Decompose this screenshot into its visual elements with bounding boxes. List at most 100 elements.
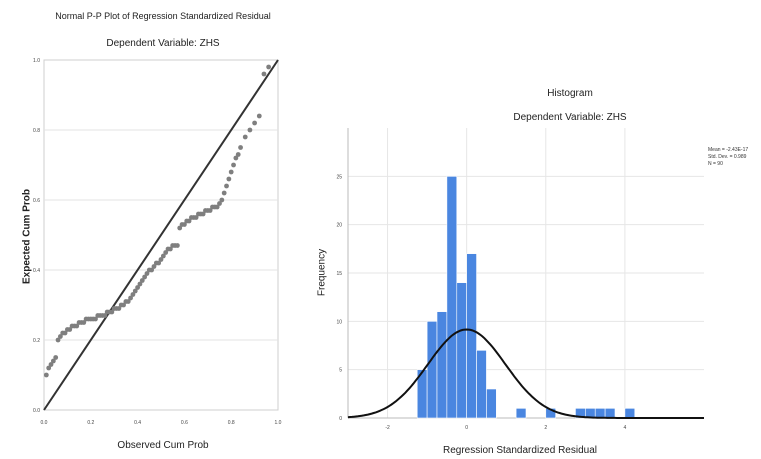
pp-point	[149, 267, 155, 273]
histogram-bar	[466, 253, 477, 419]
pp-point	[224, 183, 229, 189]
pp-point	[214, 204, 220, 210]
pp-x-tick-label: 0.0	[41, 420, 48, 426]
legend-std-dev: Std. Dev. = 0.989	[708, 154, 747, 160]
pp-x-tick-label: 0.2	[87, 420, 94, 426]
pp-y-tick-label: 0.6	[33, 198, 40, 204]
pp-x-tick-label: 0.4	[134, 420, 141, 426]
pp-point	[67, 327, 73, 332]
pp-point	[226, 176, 232, 182]
histogram-bar	[604, 408, 616, 419]
pp-y-tick-label: 0.8	[33, 128, 40, 134]
pp-point	[182, 222, 187, 227]
pp-point	[93, 316, 98, 322]
histogram-x-tick-label: 0	[465, 425, 468, 431]
pp-point	[116, 306, 122, 311]
pp-point	[247, 127, 253, 133]
pp-point	[151, 264, 157, 269]
histogram-bar	[476, 350, 487, 419]
pp-y-tick-label: 0.0	[33, 408, 40, 414]
histogram-bar	[486, 388, 497, 419]
histogram-y-tick-label: 15	[336, 271, 342, 277]
pp-point	[128, 295, 133, 301]
histogram-normal-curve	[347, 328, 704, 419]
pp-x-tick-label: 0.8	[228, 420, 235, 426]
pp-point	[102, 313, 108, 318]
pp-point	[186, 218, 192, 224]
legend-n: N = 90	[708, 161, 723, 167]
pp-point	[121, 302, 126, 308]
pp-point	[62, 330, 68, 336]
histogram-y-tick-label: 20	[336, 223, 342, 229]
pp-point	[135, 285, 141, 290]
pp-plot: 0.00.0 0.2 0.2 0.4 0.4 0.6 0.6 0.8 0.8 1.0 1.0	[33, 58, 282, 426]
pp-point	[200, 211, 206, 217]
pp-y-tick-label: 1.0	[33, 58, 40, 64]
histogram-bar	[594, 408, 606, 419]
histogram-x-tick-label: 4	[623, 425, 626, 431]
pp-point	[156, 260, 162, 266]
histogram-subtitle: Dependent Variable: ZHS	[513, 112, 627, 123]
pp-point	[228, 169, 234, 175]
pp-point	[221, 190, 227, 196]
pp-point	[46, 365, 52, 371]
pp-x-tick-label: 1.0	[275, 420, 282, 426]
pp-point	[74, 323, 80, 329]
pp-point	[174, 243, 180, 248]
pp-plot-x-axis-label: Observed Cum Prob	[117, 440, 209, 451]
histogram-y-tick-label: 10	[336, 319, 342, 325]
pp-point	[81, 320, 87, 325]
pp-point	[125, 299, 131, 304]
pp-point	[142, 274, 148, 280]
pp-point	[163, 250, 169, 255]
pp-point	[235, 152, 241, 157]
pp-plot-title: Normal P-P Plot of Regression Standardiz…	[55, 11, 271, 21]
histogram-y-tick-label: 25	[336, 174, 342, 180]
histogram-y-tick-label: 5	[339, 368, 342, 374]
histogram-x-tick-label: -2	[385, 425, 390, 431]
pp-point	[261, 71, 267, 77]
pp-point	[238, 145, 243, 150]
pp-point	[57, 334, 63, 339]
pp-point	[231, 162, 236, 168]
pp-point	[207, 208, 213, 213]
legend-mean: Mean = -2.43E-17	[708, 147, 749, 153]
pp-point	[177, 225, 183, 231]
histogram-bar	[545, 408, 556, 419]
histogram-bar	[456, 282, 467, 419]
histogram-bar	[515, 408, 527, 419]
pp-point	[50, 358, 56, 364]
pp-point	[137, 281, 143, 287]
histogram-x-axis-label: Regression Standardized Residual	[443, 445, 597, 456]
pp-point	[219, 197, 225, 203]
histogram-x-tick-label: 2	[544, 425, 547, 431]
histogram-bar	[426, 321, 438, 419]
pp-point	[217, 201, 222, 206]
pp-x-tick-label: 0.6	[181, 420, 188, 426]
pp-plot-subtitle: Dependent Variable: ZHS	[106, 38, 220, 49]
histogram-bar	[624, 408, 636, 419]
pp-point	[167, 246, 173, 252]
histogram-legend: Mean = -2.43E-17 Std. Dev. = 0.989 N = 9…	[708, 147, 748, 168]
pp-point	[109, 309, 115, 315]
histogram-bar	[446, 176, 458, 419]
pp-point	[48, 362, 54, 367]
histogram: 0 5 10 15 20 25 -2 0 2 4	[336, 128, 704, 431]
pp-point	[242, 134, 248, 140]
pp-point	[252, 120, 257, 126]
pp-point	[43, 372, 49, 378]
pp-point	[158, 257, 164, 262]
pp-point	[193, 215, 199, 220]
pp-y-tick-label: 0.4	[33, 268, 40, 274]
histogram-title: Histogram	[547, 88, 593, 99]
pp-y-tick-label: 0.2	[33, 338, 40, 344]
pp-point	[256, 113, 262, 119]
pp-reference-line	[43, 59, 279, 411]
pp-point	[130, 292, 136, 297]
pp-point	[233, 155, 239, 161]
pp-point	[132, 288, 138, 294]
pp-point	[139, 278, 145, 283]
pp-point	[53, 355, 59, 360]
pp-point	[55, 337, 61, 343]
